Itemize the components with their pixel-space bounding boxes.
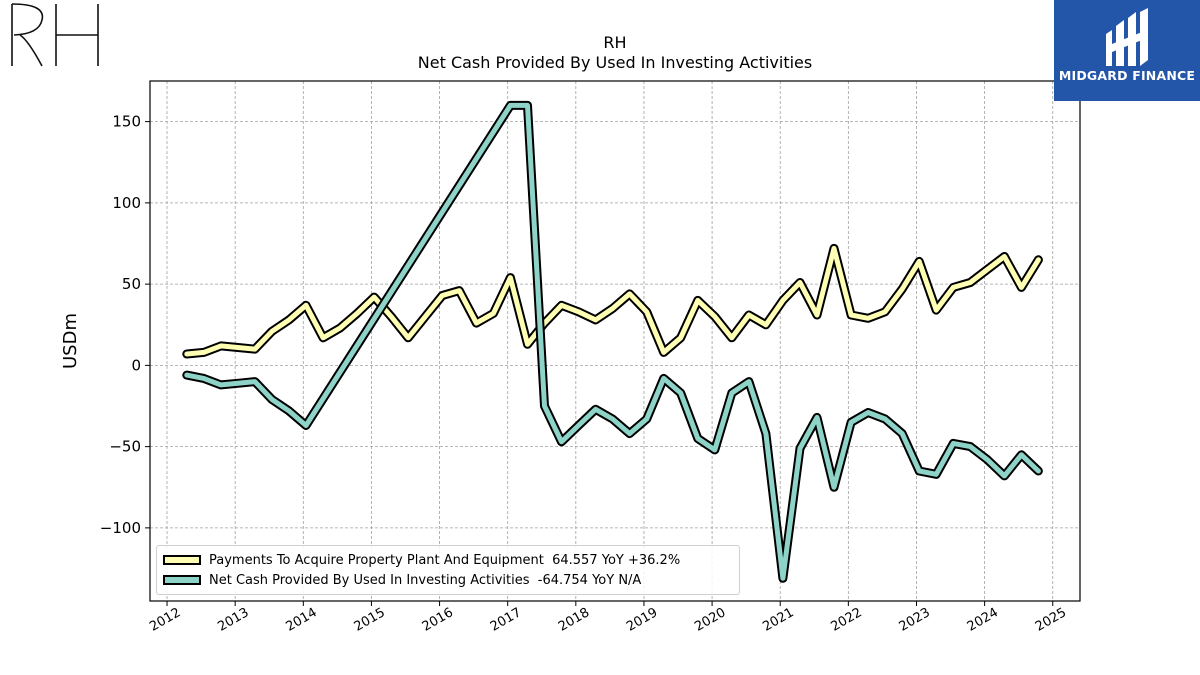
y-tick-label: −50	[109, 438, 141, 456]
legend-label-investing: Net Cash Provided By Used In Investing A…	[209, 572, 642, 588]
partner-name: MIDGARD FINANCE	[1058, 68, 1196, 83]
plot-frame	[149, 80, 1081, 602]
legend-swatch-investing	[163, 575, 201, 585]
series-lines	[182, 100, 1043, 583]
legend-item-capex: Payments To Acquire Property Plant And E…	[163, 551, 680, 569]
y-tick-label: −100	[100, 519, 141, 537]
series-line-0	[182, 243, 1043, 359]
x-tick-label: 2019	[624, 605, 660, 635]
series-stroke	[184, 102, 1041, 581]
x-tick-label: 2023	[897, 605, 933, 635]
x-tick-label: 2013	[215, 605, 251, 635]
x-tick-label: 2012	[147, 605, 183, 635]
chart-subtitle: Net Cash Provided By Used In Investing A…	[417, 53, 813, 72]
series-line-1	[182, 100, 1043, 583]
x-tick-label: 2018	[556, 605, 592, 635]
x-tick-label: 2021	[760, 605, 796, 635]
y-tick-label: 0	[131, 356, 141, 374]
legend-swatch-capex	[163, 555, 201, 565]
legend-label-capex: Payments To Acquire Property Plant And E…	[209, 552, 681, 568]
x-tick-label: 2017	[488, 605, 524, 635]
legend: Payments To Acquire Property Plant And E…	[156, 545, 740, 595]
legend-item-investing: Net Cash Provided By Used In Investing A…	[163, 571, 641, 589]
x-tick-label: 2024	[965, 605, 1001, 635]
series-outline	[182, 243, 1043, 359]
x-tick-label: 2020	[692, 605, 728, 635]
rh-logo	[11, 3, 99, 67]
x-tick-label: 2016	[420, 605, 456, 635]
x-tick-label: 2022	[829, 605, 865, 635]
y-tick-label: 50	[122, 275, 141, 293]
chart-title: RH	[603, 33, 627, 52]
midgard-mark-icon	[1106, 8, 1148, 66]
series-stroke	[184, 245, 1041, 357]
series-outline	[182, 100, 1043, 583]
midgard-finance-logo: MIDGARD FINANCE	[1054, 0, 1200, 101]
y-tick-label: 100	[112, 194, 141, 212]
x-tick-label: 2015	[352, 605, 388, 635]
y-tick-label: 150	[112, 113, 141, 131]
x-tick-label: 2025	[1033, 605, 1069, 635]
x-tick-label: 2014	[283, 605, 319, 635]
grid	[150, 81, 1080, 601]
y-axis-label: USDm	[60, 313, 81, 369]
